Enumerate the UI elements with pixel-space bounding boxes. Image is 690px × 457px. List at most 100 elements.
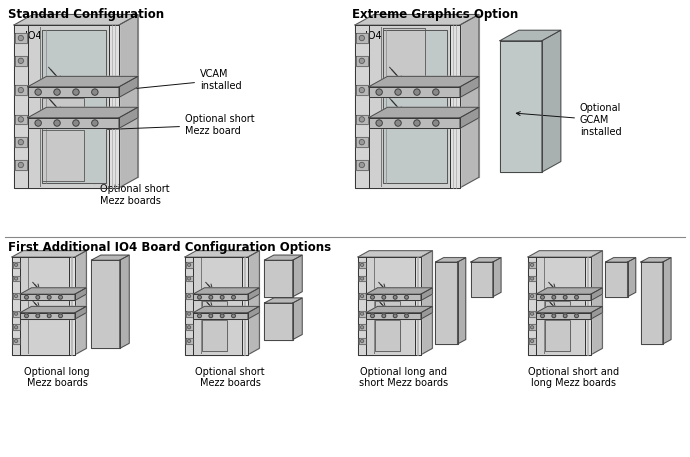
Circle shape: [209, 295, 213, 299]
Circle shape: [14, 277, 18, 280]
Text: Optional short
Mezz board: Optional short Mezz board: [97, 114, 255, 136]
Circle shape: [188, 294, 190, 298]
Polygon shape: [15, 115, 27, 124]
Polygon shape: [28, 107, 138, 118]
Circle shape: [14, 326, 18, 329]
Polygon shape: [12, 293, 19, 299]
Circle shape: [18, 139, 23, 145]
Circle shape: [382, 314, 386, 318]
Circle shape: [25, 314, 28, 318]
Polygon shape: [20, 294, 75, 300]
Circle shape: [18, 117, 23, 122]
Circle shape: [54, 89, 60, 95]
Polygon shape: [193, 257, 242, 355]
Circle shape: [552, 314, 555, 318]
Circle shape: [531, 312, 533, 315]
Circle shape: [376, 89, 382, 95]
Polygon shape: [193, 294, 248, 300]
Polygon shape: [415, 257, 421, 355]
Text: Optional
GCAM
installed: Optional GCAM installed: [516, 103, 622, 137]
Polygon shape: [460, 107, 479, 128]
Polygon shape: [42, 30, 106, 182]
Polygon shape: [12, 276, 19, 282]
Text: Optional long
Mezz boards: Optional long Mezz boards: [24, 367, 90, 388]
Circle shape: [48, 314, 51, 318]
Circle shape: [382, 295, 386, 299]
Circle shape: [73, 89, 79, 95]
Polygon shape: [248, 288, 259, 300]
Polygon shape: [28, 25, 108, 188]
Polygon shape: [15, 137, 27, 147]
Polygon shape: [457, 258, 466, 344]
Text: Standard Configuration: Standard Configuration: [8, 8, 164, 21]
Polygon shape: [15, 85, 27, 95]
Polygon shape: [536, 257, 584, 355]
Polygon shape: [186, 262, 193, 268]
Circle shape: [54, 120, 60, 126]
Circle shape: [359, 35, 364, 41]
Circle shape: [73, 120, 79, 126]
Polygon shape: [119, 76, 138, 97]
Polygon shape: [375, 301, 400, 311]
Circle shape: [359, 117, 364, 122]
Polygon shape: [264, 303, 293, 340]
Text: Optional long and
short Mezz boards: Optional long and short Mezz boards: [359, 367, 448, 388]
Polygon shape: [186, 338, 193, 344]
Polygon shape: [591, 288, 602, 300]
Circle shape: [25, 295, 28, 299]
Polygon shape: [15, 56, 27, 66]
Polygon shape: [471, 262, 493, 297]
Polygon shape: [91, 260, 120, 348]
Polygon shape: [449, 25, 460, 188]
Polygon shape: [20, 306, 86, 313]
Polygon shape: [375, 320, 400, 351]
Circle shape: [404, 295, 408, 299]
Polygon shape: [366, 257, 415, 355]
Circle shape: [14, 263, 18, 266]
Polygon shape: [248, 251, 259, 355]
Polygon shape: [359, 324, 366, 330]
Circle shape: [59, 314, 62, 318]
Polygon shape: [528, 257, 536, 355]
Polygon shape: [264, 255, 302, 260]
Circle shape: [395, 120, 401, 126]
Circle shape: [14, 340, 18, 343]
Text: VCAM
installed: VCAM installed: [91, 69, 242, 95]
Circle shape: [359, 87, 364, 93]
Circle shape: [414, 120, 420, 126]
Polygon shape: [69, 257, 75, 355]
Polygon shape: [185, 251, 259, 257]
Polygon shape: [368, 76, 479, 87]
Circle shape: [209, 314, 213, 318]
Polygon shape: [91, 255, 129, 260]
Polygon shape: [185, 257, 193, 355]
Circle shape: [360, 277, 364, 280]
Polygon shape: [12, 251, 86, 257]
Circle shape: [531, 277, 533, 280]
Polygon shape: [42, 98, 84, 116]
Polygon shape: [355, 15, 479, 25]
Polygon shape: [20, 257, 69, 355]
Circle shape: [35, 120, 41, 126]
Polygon shape: [663, 258, 671, 344]
Polygon shape: [584, 257, 591, 355]
Polygon shape: [264, 260, 293, 297]
Circle shape: [232, 314, 235, 318]
Polygon shape: [471, 258, 501, 262]
Polygon shape: [369, 251, 433, 348]
Circle shape: [371, 314, 375, 318]
Circle shape: [18, 162, 23, 168]
Circle shape: [36, 295, 40, 299]
Polygon shape: [119, 15, 138, 188]
Polygon shape: [202, 301, 227, 311]
Polygon shape: [23, 251, 86, 348]
Polygon shape: [108, 25, 119, 188]
Circle shape: [376, 120, 382, 126]
Polygon shape: [500, 41, 542, 172]
Polygon shape: [435, 262, 457, 344]
Circle shape: [575, 295, 578, 299]
Circle shape: [414, 89, 420, 95]
Circle shape: [531, 294, 533, 298]
Polygon shape: [186, 293, 193, 299]
Circle shape: [395, 89, 401, 95]
